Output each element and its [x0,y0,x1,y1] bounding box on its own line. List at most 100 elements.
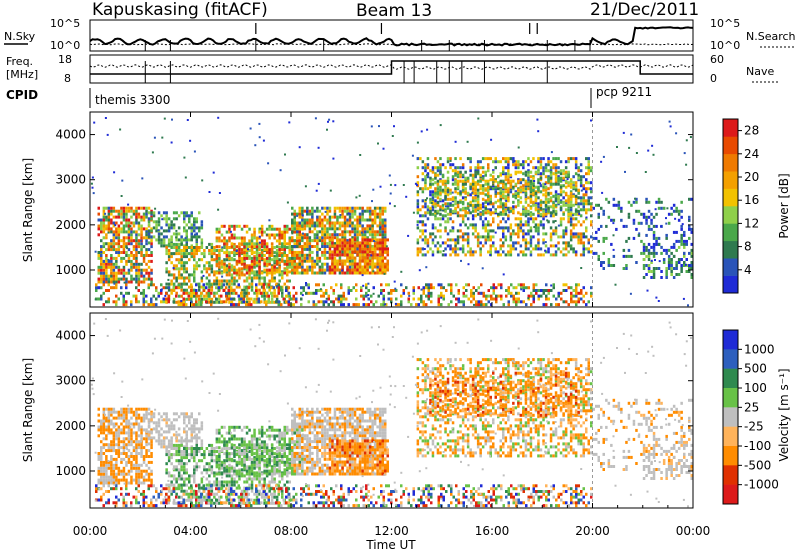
power-cell [215,276,219,280]
power-cell [195,297,198,301]
power-cell [577,209,580,213]
power-cell [296,224,299,228]
power-cell [514,232,518,236]
power-cell [351,262,354,266]
power-cell [107,265,111,269]
power-cell [363,253,367,257]
power-cell [198,235,201,239]
power-cell [384,238,387,242]
power-cell [157,220,161,224]
power-cell [363,262,367,266]
power-cell [456,185,460,189]
power-cell [250,239,254,243]
power-cell [165,270,168,274]
power-cell [167,286,170,290]
power-cell [215,286,218,290]
power-cell [292,297,295,301]
power-cell [497,175,500,179]
power-cell [112,271,116,275]
power-cell [465,289,468,292]
power-cell [220,262,224,266]
power-cell [477,286,480,290]
power-cell [527,247,530,251]
power-cell [147,303,150,307]
power-cell [157,291,160,295]
power-cell [147,223,151,227]
power-cell [318,256,322,260]
power-cell [130,251,133,254]
power-cell [341,247,344,251]
power-cell [167,238,171,242]
power-cell [112,286,115,290]
power-cell [454,202,457,206]
power-cell [567,184,570,188]
power-cell [487,182,490,186]
power-cell [230,242,234,246]
power-cell [461,247,465,251]
power-cell [467,283,470,287]
power-cell [190,273,193,277]
power-cell [627,215,631,219]
power-cell [198,282,201,286]
power-cell [228,262,231,266]
power-cell [376,230,379,234]
power-cell [303,227,307,231]
n-sky-label: N.Sky [4,30,36,43]
power-cell [291,224,294,228]
power-cell [368,256,372,260]
power-cell [667,261,671,264]
power-cell [117,280,121,284]
power-cell [172,286,175,290]
power-cell [286,262,289,266]
power-cell [585,226,588,230]
power-cell [293,250,296,254]
power-cell [327,120,329,123]
power-cell [680,270,683,273]
power-cell [400,270,403,273]
power-cell [100,254,103,257]
power-cell [288,294,291,298]
nave-tick-low: 0 [710,72,717,85]
power-cell [382,147,385,150]
power-cell [152,214,156,218]
power-cell [650,212,653,216]
power-cell [165,229,168,233]
power-cell [260,251,264,255]
power-cell [384,227,387,231]
power-cell [462,294,465,298]
power-cell [175,300,178,304]
power-cell [532,157,535,161]
power-cell [524,244,528,248]
power-cell [298,259,301,263]
power-cell [311,245,314,248]
power-cell [258,273,261,277]
power-cell [456,238,460,242]
power-cell [539,184,543,188]
power-cell [421,247,425,251]
power-cell [655,251,658,255]
power-cell [461,206,465,210]
power-cell [167,294,170,298]
power-cell [683,230,686,234]
power-cell [522,184,525,188]
power-cell [105,289,108,292]
power-cell [474,185,477,189]
power-cell [346,265,349,269]
power-cell [647,258,651,261]
power-cell [258,268,261,272]
power-cell [677,218,681,222]
power-cell [572,289,575,292]
power-cell [595,236,598,240]
power-cell [296,250,299,254]
power-cell [575,283,578,287]
power-cell [424,187,427,191]
power-cell [91,186,94,189]
power-cell [125,221,128,225]
power-cell [580,289,583,292]
power-cell [372,303,375,307]
power-cell [112,248,116,252]
power-cell [286,267,289,271]
power-cell [650,259,653,262]
power-cell [250,262,254,266]
power-cell [476,170,480,174]
